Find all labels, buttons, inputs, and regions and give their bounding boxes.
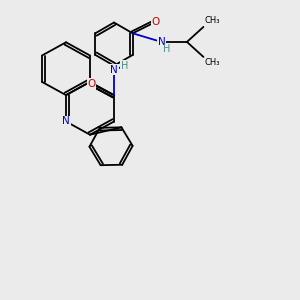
Text: H: H <box>121 61 128 71</box>
Text: N: N <box>110 64 118 75</box>
Text: CH₃: CH₃ <box>205 16 220 26</box>
Text: O: O <box>87 79 96 89</box>
Text: N: N <box>62 116 70 127</box>
Text: N: N <box>158 37 165 47</box>
Text: H: H <box>163 44 170 54</box>
Text: CH₃: CH₃ <box>205 58 220 68</box>
Text: O: O <box>152 17 160 27</box>
